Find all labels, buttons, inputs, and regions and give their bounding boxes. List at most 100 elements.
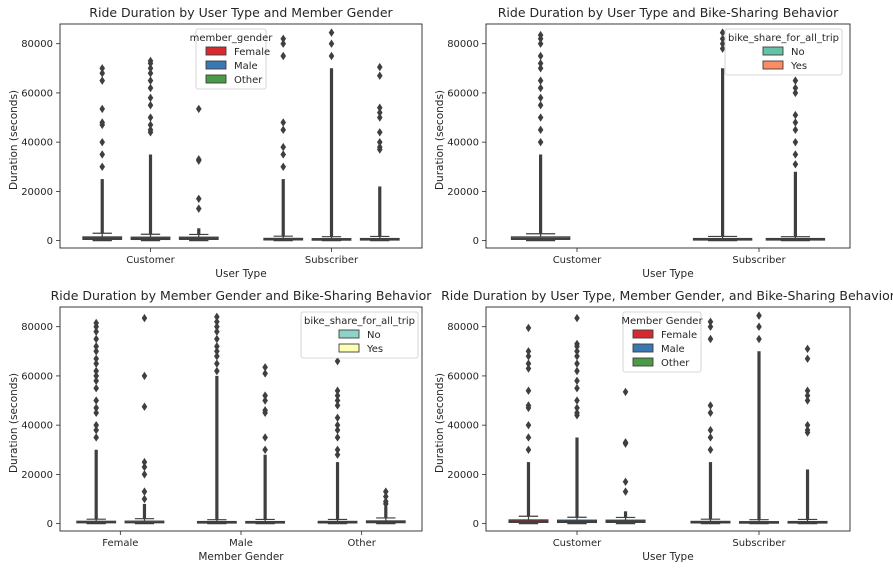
legend-entry-label: Female <box>234 47 270 58</box>
outlier-point <box>214 347 220 356</box>
outlier-point <box>262 445 268 454</box>
outlier-point <box>525 433 532 442</box>
outlier-point <box>792 125 799 135</box>
outlier-point <box>334 401 341 410</box>
legend-entry-label: Male <box>661 344 685 355</box>
outlier-point <box>707 334 714 344</box>
outlier-point <box>93 327 99 336</box>
outlier-point <box>756 334 762 344</box>
subplot-user-type-bike-share: Ride Duration by User Type and Bike-Shar… <box>434 5 851 280</box>
outlier-point <box>525 352 532 361</box>
legend[interactable]: bike_share_for_all_trip No Yes <box>724 28 843 76</box>
outlier-point <box>804 391 811 400</box>
subplot-gender-bike-share: Ride Duration by Member Gender and Bike-… <box>8 288 432 563</box>
outlier-point <box>334 396 341 405</box>
outlier-point <box>719 44 726 53</box>
outlier-point <box>707 425 714 435</box>
outlier-point <box>93 425 99 435</box>
x-tick-label: Customer <box>553 255 602 266</box>
outlier-point <box>525 364 532 373</box>
outlier-point <box>280 125 287 135</box>
legend[interactable]: bike_share_for_all_trip No Yes <box>300 311 419 359</box>
outlier-point <box>622 487 629 496</box>
outlier-point <box>707 317 714 326</box>
outlier-point <box>214 366 220 376</box>
outlier-point <box>214 322 220 331</box>
y-tick-label: 0 <box>47 236 53 247</box>
outlier-point <box>537 76 544 85</box>
outlier-point <box>214 352 220 361</box>
outlier-point <box>792 137 799 147</box>
x-tick-label: Male <box>229 538 253 549</box>
outlier-point <box>93 371 99 381</box>
outlier-point <box>93 420 99 430</box>
outlier-point <box>376 108 383 117</box>
outlier-point <box>525 323 532 333</box>
outlier-point <box>804 344 811 354</box>
outlier-point <box>792 118 799 127</box>
legend-swatch <box>338 343 360 353</box>
outlier-point <box>99 69 106 78</box>
legend-swatch <box>632 343 654 353</box>
legend-frame <box>724 28 843 76</box>
outlier-point <box>707 322 714 331</box>
x-tick-label: Customer <box>126 255 175 266</box>
legend-swatch <box>205 46 227 56</box>
outlier-point <box>147 128 154 137</box>
outlier-point <box>262 363 268 372</box>
y-tick-label: 80000 <box>447 322 479 333</box>
outlier-point <box>147 76 154 85</box>
subplot-title: Ride Duration by User Type and Bike-Shar… <box>498 5 839 20</box>
outlier-point <box>195 156 202 165</box>
outlier-point <box>93 403 99 413</box>
outlier-point <box>99 150 106 159</box>
outlier-point <box>214 334 220 344</box>
outlier-point <box>376 128 383 137</box>
outlier-point <box>99 76 106 85</box>
y-tick-label: 80000 <box>21 39 53 50</box>
x-tick-label: Customer <box>553 538 602 549</box>
outlier-point <box>383 487 389 496</box>
outlier-point <box>334 425 341 435</box>
legend[interactable]: Member Gender Female Male Other <box>621 311 703 373</box>
outlier-point <box>262 396 268 405</box>
y-tick-label: 20000 <box>21 470 53 481</box>
legend-frame <box>195 28 267 90</box>
outlier-point <box>334 420 341 430</box>
outlier-point <box>93 366 99 376</box>
outlier-point <box>214 342 220 351</box>
outlier-point <box>622 477 629 486</box>
legend-title: Member Gender <box>621 316 703 327</box>
outlier-point <box>537 34 544 43</box>
outlier-point <box>99 137 106 147</box>
y-tick-label: 60000 <box>447 88 479 99</box>
outlier-point <box>195 194 202 203</box>
outlier-point <box>99 104 106 114</box>
legend-title: bike_share_for_all_trip <box>304 316 415 327</box>
outlier-point <box>334 356 341 366</box>
legend[interactable]: member_gender Female Male Other <box>190 28 274 90</box>
outlier-point <box>792 83 799 93</box>
outlier-point <box>195 204 202 213</box>
x-axis-label: User Type <box>642 268 693 280</box>
y-tick-label: 20000 <box>21 187 53 198</box>
y-tick-label: 20000 <box>447 470 479 481</box>
y-axis-label: Duration (seconds) <box>434 90 446 190</box>
legend-title: bike_share_for_all_trip <box>728 33 839 44</box>
y-axis-label: Duration (seconds) <box>434 373 446 473</box>
outlier-point <box>280 162 287 171</box>
outlier-point <box>574 342 580 351</box>
x-axis-label: Member Gender <box>198 551 284 563</box>
legend-entry-label: No <box>367 330 381 341</box>
outlier-point <box>93 433 99 442</box>
x-tick-label: Subscriber <box>305 255 359 266</box>
legend-entry-label: Yes <box>366 344 383 355</box>
outlier-point <box>147 83 154 93</box>
outlier-point <box>141 457 148 467</box>
outlier-point <box>141 487 148 496</box>
outlier-point <box>792 76 799 85</box>
y-tick-label: 60000 <box>21 88 53 99</box>
legend-entry-label: Other <box>661 358 690 369</box>
outlier-point <box>792 160 799 169</box>
outlier-point <box>99 162 106 171</box>
